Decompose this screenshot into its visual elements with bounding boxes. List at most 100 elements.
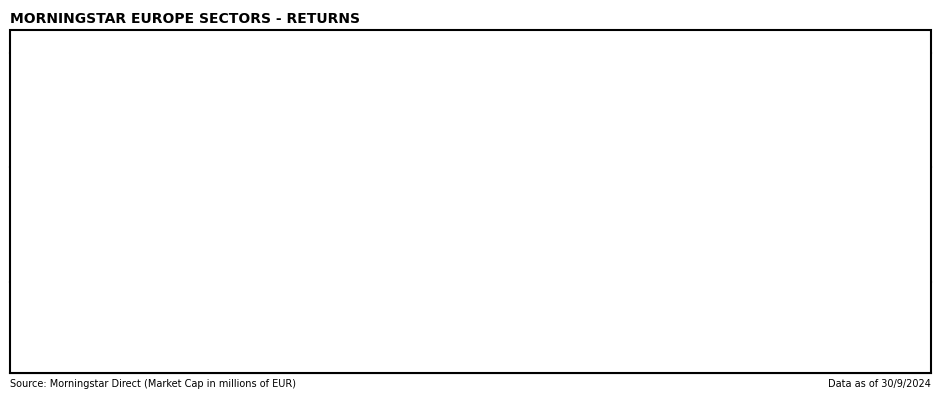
Text: Financial Services: Financial Services bbox=[36, 128, 136, 138]
Text: 2,616,605: 2,616,605 bbox=[352, 242, 407, 252]
Text: 5.3: 5.3 bbox=[768, 219, 785, 229]
Text: 7.9: 7.9 bbox=[706, 196, 724, 207]
Text: 5.2: 5.2 bbox=[706, 265, 724, 275]
Text: 5.7: 5.7 bbox=[768, 196, 785, 207]
Text: -1.6: -1.6 bbox=[449, 265, 470, 275]
Text: 663,189: 663,189 bbox=[362, 356, 407, 367]
Text: 966,814: 966,814 bbox=[361, 82, 407, 92]
Text: Energy: Energy bbox=[36, 219, 75, 229]
Text: 12.6: 12.6 bbox=[760, 105, 785, 115]
Text: 11.0: 11.0 bbox=[903, 105, 928, 115]
Bar bbox=[10, 304, 931, 327]
Text: MORNINGSTAR EUROPE SECTORS - RETURNS: MORNINGSTAR EUROPE SECTORS - RETURNS bbox=[10, 12, 360, 26]
Text: 6.3: 6.3 bbox=[910, 151, 928, 161]
Text: 32.6: 32.6 bbox=[638, 196, 662, 207]
Text: 2,732,406: 2,732,406 bbox=[351, 128, 407, 138]
Bar bbox=[10, 327, 931, 350]
Text: 10.7: 10.7 bbox=[903, 334, 928, 344]
Text: 5.0: 5.0 bbox=[517, 242, 534, 252]
Text: -6.5: -6.5 bbox=[449, 219, 470, 229]
Text: 2.2: 2.2 bbox=[767, 151, 785, 161]
Text: 1,547,944: 1,547,944 bbox=[351, 311, 407, 321]
Text: 12.1: 12.1 bbox=[699, 334, 724, 344]
Text: 12.7: 12.7 bbox=[698, 242, 724, 252]
Text: Technology: Technology bbox=[36, 265, 99, 275]
Text: 4.9: 4.9 bbox=[516, 82, 534, 92]
Text: 4.5: 4.5 bbox=[706, 311, 724, 321]
Text: Industrials: Industrials bbox=[36, 242, 94, 252]
Bar bbox=[10, 213, 931, 236]
Bar bbox=[10, 144, 931, 167]
Text: 7.7: 7.7 bbox=[706, 82, 724, 92]
Text: 3.7: 3.7 bbox=[910, 196, 928, 207]
Text: Communication Services: Communication Services bbox=[36, 196, 174, 207]
Text: 4.3: 4.3 bbox=[453, 196, 470, 207]
Bar bbox=[10, 99, 931, 122]
Text: 8.7: 8.7 bbox=[583, 105, 601, 115]
Text: R 5Y: R 5Y bbox=[745, 36, 770, 47]
Text: 11.8: 11.8 bbox=[760, 82, 785, 92]
Text: 18.6: 18.6 bbox=[638, 334, 662, 344]
Text: 9.1: 9.1 bbox=[706, 356, 724, 367]
Text: 4.6: 4.6 bbox=[516, 311, 534, 321]
Text: 3.7: 3.7 bbox=[768, 311, 785, 321]
Text: -1.8: -1.8 bbox=[702, 151, 724, 161]
Text: 1,067,923: 1,067,923 bbox=[351, 265, 407, 275]
Text: 6.9: 6.9 bbox=[910, 128, 928, 138]
Text: 19.6: 19.6 bbox=[576, 242, 601, 252]
Text: -4.8: -4.8 bbox=[512, 265, 534, 275]
Bar bbox=[14, 147, 31, 164]
Text: 2,250,365: 2,250,365 bbox=[351, 334, 407, 344]
Text: 35.3: 35.3 bbox=[638, 128, 662, 138]
Bar bbox=[10, 30, 931, 53]
Text: 9.0: 9.0 bbox=[516, 196, 534, 207]
Text: 5.6: 5.6 bbox=[583, 311, 601, 321]
Text: 19.6: 19.6 bbox=[638, 356, 662, 367]
Text: Consumer Defensive: Consumer Defensive bbox=[36, 311, 152, 321]
Bar bbox=[14, 308, 31, 324]
Text: 21.4: 21.4 bbox=[638, 82, 662, 92]
Text: -5.7: -5.7 bbox=[449, 334, 470, 344]
Text: 14.2: 14.2 bbox=[760, 334, 785, 344]
Text: 12.9: 12.9 bbox=[760, 242, 785, 252]
Text: 8.4: 8.4 bbox=[583, 356, 601, 367]
Text: 4.8: 4.8 bbox=[453, 151, 470, 161]
Bar bbox=[14, 239, 31, 256]
Bar bbox=[14, 262, 31, 279]
Text: 1.4: 1.4 bbox=[453, 105, 470, 115]
Bar bbox=[14, 285, 31, 302]
Text: 22.1: 22.1 bbox=[576, 196, 601, 207]
Text: Defensive: Defensive bbox=[36, 286, 105, 300]
Text: 33.4: 33.4 bbox=[638, 151, 662, 161]
Text: 16.3: 16.3 bbox=[903, 265, 928, 275]
Text: 9.7: 9.7 bbox=[583, 82, 601, 92]
Text: 692,816: 692,816 bbox=[361, 196, 407, 207]
Bar bbox=[10, 190, 931, 213]
Text: Consumer Cyclical: Consumer Cyclical bbox=[36, 105, 139, 115]
Text: 10.1: 10.1 bbox=[577, 151, 601, 161]
Bar bbox=[14, 170, 31, 187]
Text: Market Cap: Market Cap bbox=[328, 36, 391, 47]
Text: 6.4: 6.4 bbox=[516, 128, 534, 138]
Text: Real Estate: Real Estate bbox=[36, 151, 99, 161]
Text: -1.9: -1.9 bbox=[580, 219, 601, 229]
Bar bbox=[10, 350, 931, 373]
Text: 1.7: 1.7 bbox=[453, 242, 470, 252]
Text: R 1M: R 1M bbox=[428, 36, 455, 47]
Text: 10.4: 10.4 bbox=[903, 242, 928, 252]
Text: 5.1: 5.1 bbox=[453, 82, 470, 92]
Text: Health Care: Health Care bbox=[36, 334, 102, 344]
Bar bbox=[10, 167, 931, 190]
Text: 12.1: 12.1 bbox=[509, 356, 534, 367]
Text: Source: Morningstar Direct (Market Cap in millions of EUR): Source: Morningstar Direct (Market Cap i… bbox=[10, 379, 296, 389]
Text: 34.6: 34.6 bbox=[638, 242, 662, 252]
Text: 0.4: 0.4 bbox=[453, 311, 470, 321]
Text: 7.0: 7.0 bbox=[910, 356, 928, 367]
Text: R 1Y: R 1Y bbox=[622, 36, 647, 47]
Text: R YTD: R YTD bbox=[554, 36, 587, 47]
Bar bbox=[10, 122, 931, 144]
Text: 1,931,036: 1,931,036 bbox=[352, 105, 407, 115]
Bar bbox=[10, 76, 931, 99]
Text: Cyclical: Cyclical bbox=[36, 58, 88, 71]
Bar bbox=[14, 101, 31, 118]
